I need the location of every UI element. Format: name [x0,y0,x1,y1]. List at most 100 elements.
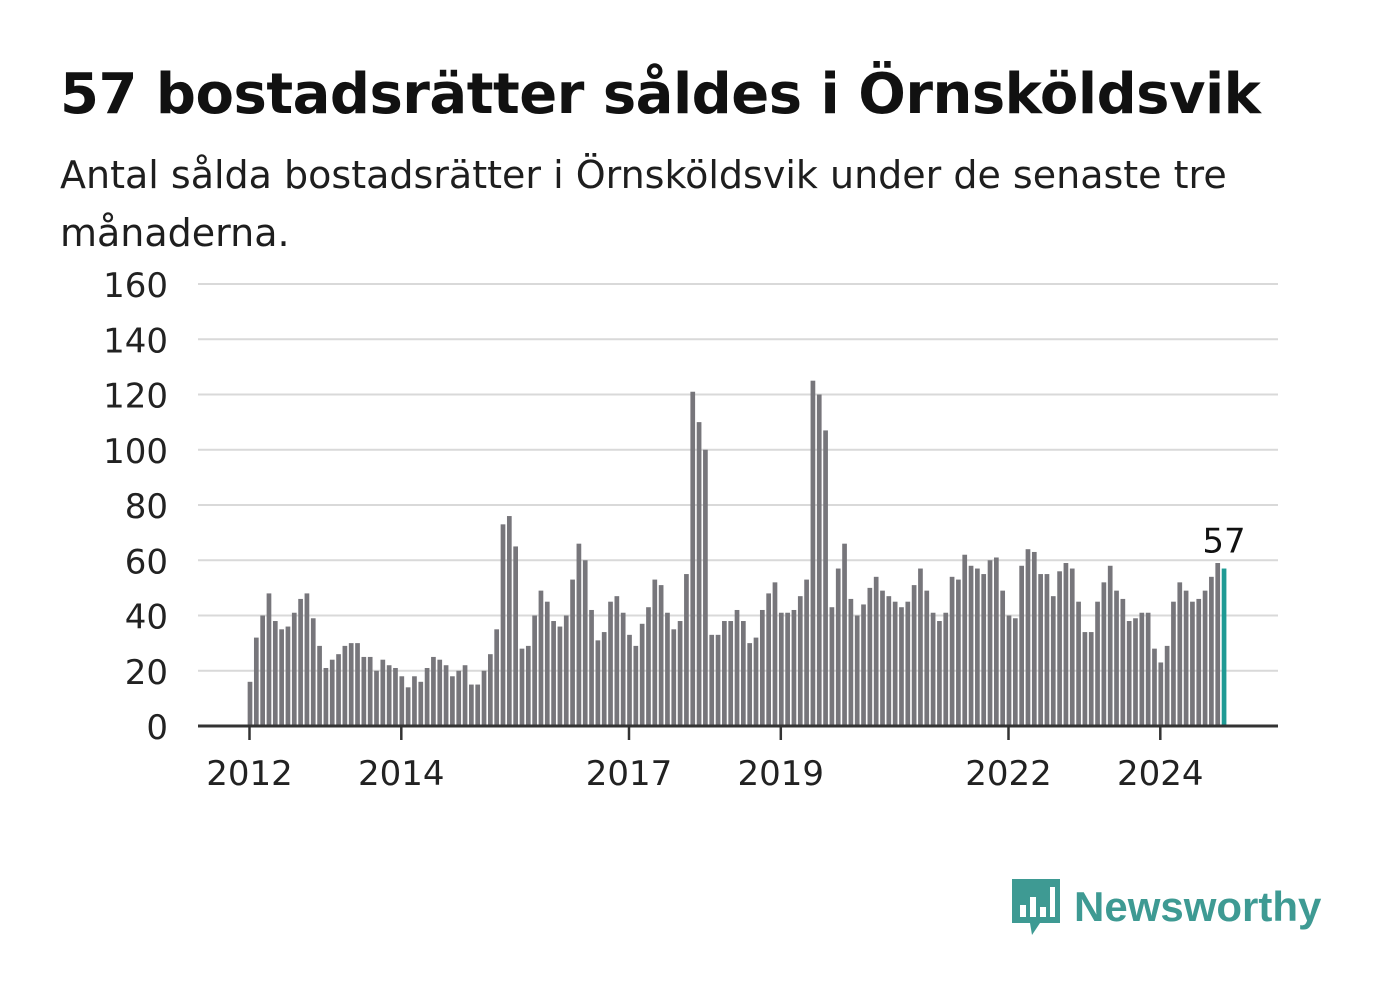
bar [279,629,284,726]
bar [633,645,639,726]
bar [1069,568,1075,726]
bar [1164,645,1170,726]
bar [1050,596,1056,726]
bar [703,449,708,726]
bar [918,568,923,726]
bar [652,579,658,726]
bar [1114,590,1119,726]
bar [450,676,455,726]
bar [981,574,987,726]
bar [355,643,360,726]
bar [1177,582,1183,726]
bar [728,621,734,726]
bar [551,621,556,726]
bar-latest [1221,568,1227,726]
bar [671,629,677,726]
bar [386,665,392,726]
bar [1152,648,1157,726]
bar [627,634,632,726]
bar [1088,632,1094,726]
bar [253,637,259,726]
bar [380,659,386,726]
bar [348,643,354,726]
bar [886,596,892,726]
bar [456,670,462,726]
bar [829,607,835,726]
bar [1145,612,1151,726]
bar [962,554,968,726]
bar [1215,563,1221,726]
bar [418,681,424,726]
bar [823,430,828,726]
bar [854,615,860,726]
bar [835,568,841,726]
bar [1038,574,1043,726]
bar [272,621,278,726]
bar [722,621,727,726]
bar [500,524,506,726]
bar [614,596,620,726]
bar [696,422,702,726]
chart-title: 57 bostadsrätter såldes i Örnsköldsvik [60,62,1261,127]
bar [424,667,430,726]
y-tick-label: 0 [146,708,168,748]
bar [374,670,379,726]
bar [608,601,613,726]
y-tick-label: 160 [103,266,168,306]
bar [1196,598,1202,726]
y-tick-label: 140 [103,321,168,361]
bar [778,612,784,726]
y-tick-label: 120 [103,377,168,417]
bar [443,665,449,726]
bar [842,543,847,726]
x-tick-label: 2017 [586,754,673,794]
latest-value-label: 57 [1202,522,1245,562]
x-tick-label: 2019 [738,754,825,794]
bar [861,604,866,726]
bar [481,670,487,726]
bar [1171,601,1176,726]
bar [563,615,569,726]
bar [620,612,626,726]
bar [405,687,411,726]
x-tick-label: 2022 [965,754,1052,794]
bar [975,568,980,726]
bar [734,609,740,726]
bar [709,634,715,726]
bar [658,585,664,726]
bar [753,637,759,726]
bar [494,629,500,726]
y-tick-label: 40 [125,598,168,638]
bar [342,645,348,726]
bar [1095,601,1100,726]
bar [469,684,474,726]
bar [1190,601,1195,726]
chart-subtitle: Antal sålda bostadsrätter i Örnsköldsvik… [60,153,1227,255]
bar [544,601,550,726]
bar [475,684,481,726]
bar [924,590,930,726]
bar [905,601,911,726]
bar [304,593,310,726]
bar [513,546,518,726]
bar [589,609,594,726]
bar [791,609,797,726]
bar [867,587,873,726]
bar [298,598,303,726]
bar [646,607,651,726]
bar [519,648,525,726]
bar [488,654,493,726]
bar [462,665,468,726]
bar [873,576,879,726]
bar [1158,662,1164,726]
bar [804,579,809,726]
bar [538,590,544,726]
bar [1063,563,1069,726]
bar [956,579,961,726]
bar [1012,618,1018,726]
bar [690,391,696,726]
bar [994,557,999,726]
bar [741,621,746,726]
bar [1107,565,1113,726]
bar [759,609,765,726]
